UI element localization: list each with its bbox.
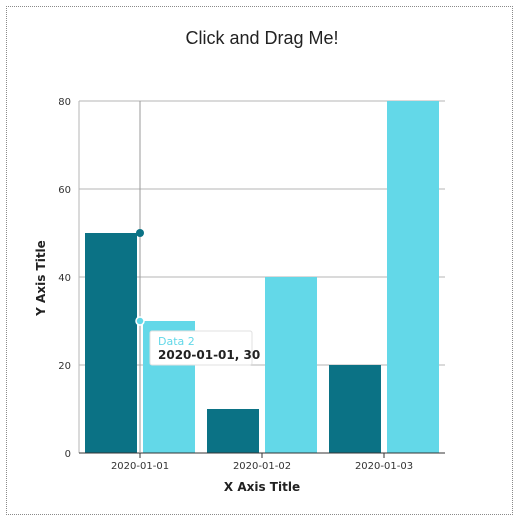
bar-data-1-2020-01-03[interactable] xyxy=(329,365,381,453)
bar-data-2-2020-01-02[interactable] xyxy=(265,277,317,453)
y-tick-label: 60 xyxy=(58,185,71,196)
bar-data-2-2020-01-03[interactable] xyxy=(387,101,439,453)
x-axis-ticks: 2020-01-01 2020-01-02 2020-01-03 xyxy=(111,453,413,472)
y-tick-label: 80 xyxy=(58,97,71,108)
bar-data-1-2020-01-02[interactable] xyxy=(207,409,259,453)
hover-point-data-2 xyxy=(135,316,145,326)
hover-points xyxy=(135,229,145,326)
y-axis-title: Y Axis Title xyxy=(34,240,48,317)
tooltip-series: Data 2 xyxy=(158,335,195,348)
tooltip-value: 2020-01-01, 30 xyxy=(158,348,260,362)
x-tick-label: 2020-01-02 xyxy=(233,461,291,472)
y-tick-label: 20 xyxy=(58,361,71,372)
tooltip: Data 2 2020-01-01, 30 xyxy=(149,330,260,366)
x-tick-label: 2020-01-01 xyxy=(111,461,169,472)
y-tick-label: 0 xyxy=(65,449,71,460)
chart-title: Click and Drag Me! xyxy=(185,28,338,48)
x-tick-label: 2020-01-03 xyxy=(355,461,413,472)
hover-point-data-1 xyxy=(136,229,144,237)
y-tick-label: 40 xyxy=(58,273,71,284)
tooltip-box xyxy=(149,330,253,366)
bar-data-1-2020-01-01[interactable] xyxy=(85,233,137,453)
x-axis-title: X Axis Title xyxy=(224,480,300,494)
y-axis-ticks: 0 20 40 60 80 xyxy=(58,97,71,460)
